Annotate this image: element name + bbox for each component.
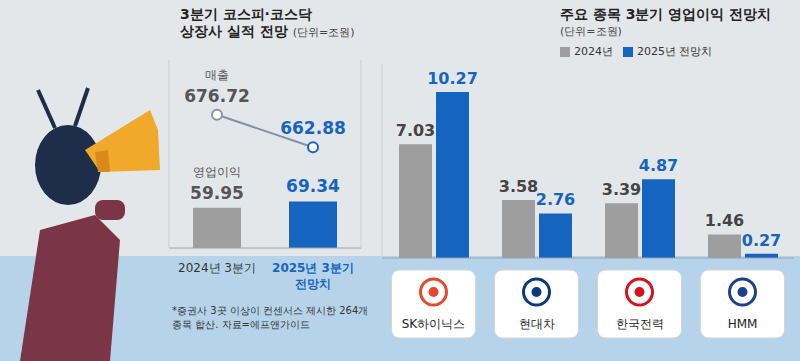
svg-text:0.27: 0.27 — [742, 231, 781, 250]
svg-text:69.34: 69.34 — [286, 176, 340, 196]
svg-text:3.58: 3.58 — [499, 177, 538, 196]
html-text:*증권사 3곳 이상이 컨센서스 제시한 264개 종목 합: *증권사 3곳 이상이 컨센서스 제시한 264개 종목 합산. 자료=에프앤가… — [172, 305, 369, 330]
svg-text:매출: 매출 — [205, 68, 229, 82]
html-text:2025년 전망치: 2025년 전망치 — [637, 45, 713, 58]
svg-text:2.76: 2.76 — [536, 190, 575, 209]
svg-text:2024년 3분기: 2024년 3분기 — [178, 261, 256, 275]
svg-text:59.95: 59.95 — [190, 183, 244, 203]
svg-text:3.39: 3.39 — [602, 180, 641, 199]
html-text:2024년: 2024년 — [574, 45, 613, 58]
svg-text:전망치: 전망치 — [295, 277, 331, 291]
html-text:상장사 실적 전망 (단위=조원): 상장사 실적 전망 (단위=조원) — [180, 23, 355, 39]
svg-text:한국전력: 한국전력 — [616, 317, 664, 331]
html-text:주요 종목 3분기 영업이익 전망치: 주요 종목 3분기 영업이익 전망치 — [560, 6, 772, 22]
svg-text:현대차: 현대차 — [519, 317, 555, 331]
html-text:(단위=조원): (단위=조원) — [560, 25, 622, 38]
svg-text:1.46: 1.46 — [705, 211, 744, 230]
svg-text:4.87: 4.87 — [639, 156, 678, 175]
svg-text:영업이익: 영업이익 — [193, 165, 241, 179]
svg-text:676.72: 676.72 — [184, 86, 250, 106]
svg-text:2025년 3분기: 2025년 3분기 — [272, 261, 354, 275]
svg-text:7.03: 7.03 — [396, 121, 435, 140]
svg-text:10.27: 10.27 — [427, 69, 478, 88]
svg-text:662.88: 662.88 — [280, 118, 346, 138]
svg-text:HMM: HMM — [728, 317, 758, 331]
html-text:3분기 코스피·코스닥: 3분기 코스피·코스닥 — [180, 6, 312, 22]
svg-text:SK하이닉스: SK하이닉스 — [402, 317, 466, 331]
